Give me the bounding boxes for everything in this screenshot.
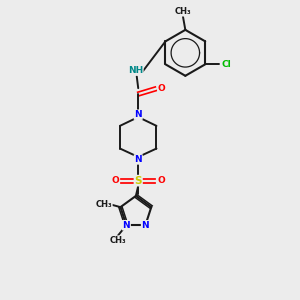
- Text: NH: NH: [128, 66, 143, 75]
- Text: N: N: [122, 221, 130, 230]
- Text: S: S: [134, 176, 142, 186]
- Text: O: O: [157, 176, 165, 185]
- Text: CH₃: CH₃: [109, 236, 126, 245]
- Text: N: N: [134, 110, 142, 119]
- Text: N: N: [134, 155, 142, 164]
- Text: N: N: [142, 221, 149, 230]
- Text: O: O: [111, 176, 119, 185]
- Text: O: O: [158, 84, 166, 93]
- Text: CH₃: CH₃: [95, 200, 112, 209]
- Text: CH₃: CH₃: [175, 7, 191, 16]
- Text: Cl: Cl: [221, 60, 231, 69]
